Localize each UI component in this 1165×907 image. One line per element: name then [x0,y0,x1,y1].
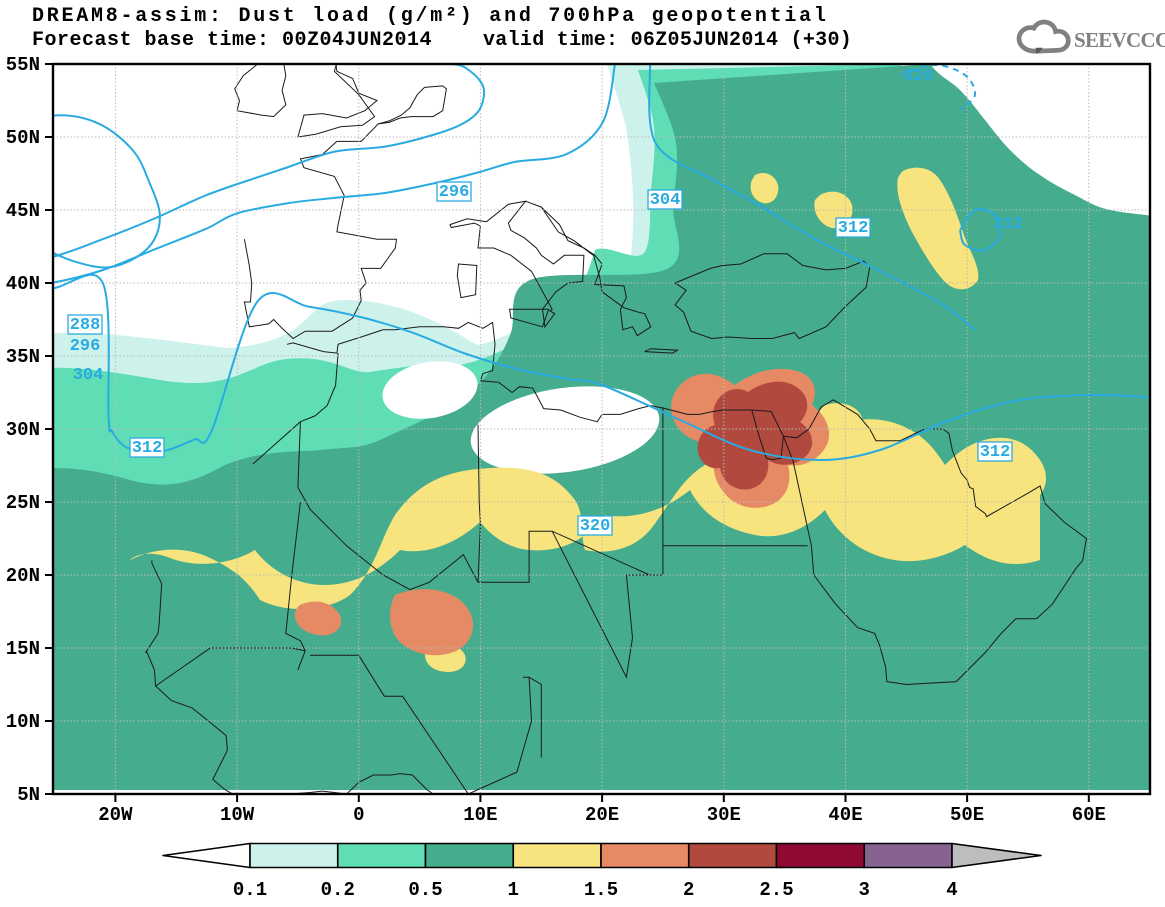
svg-text:296: 296 [70,337,101,356]
svg-text:304: 304 [650,191,681,210]
svg-text:50N: 50N [6,127,40,149]
svg-text:45N: 45N [6,200,40,222]
svg-text:0: 0 [353,804,364,826]
svg-text:30E: 30E [707,804,741,826]
svg-text:312: 312 [838,219,869,238]
svg-text:5N: 5N [17,784,40,806]
svg-text:30N: 30N [6,419,40,441]
svg-text:25N: 25N [6,492,40,514]
svg-text:50E: 50E [950,804,984,826]
svg-text:40N: 40N [6,273,40,295]
svg-text:15N: 15N [6,638,40,660]
svg-text:312: 312 [132,439,163,458]
svg-text:304: 304 [73,366,104,385]
svg-text:312: 312 [993,215,1024,234]
svg-text:10E: 10E [463,804,497,826]
svg-text:320: 320 [580,517,611,536]
svg-text:288: 288 [70,316,101,335]
svg-text:55N: 55N [6,54,40,76]
svg-text:20W: 20W [98,804,133,826]
svg-text:312: 312 [980,443,1011,462]
svg-text:20E: 20E [585,804,619,826]
svg-text:296: 296 [439,183,470,202]
svg-text:10N: 10N [6,711,40,733]
svg-text:320: 320 [903,67,934,86]
svg-text:60E: 60E [1072,804,1106,826]
svg-text:20N: 20N [6,565,40,587]
svg-text:35N: 35N [6,346,40,368]
svg-text:10W: 10W [220,804,255,826]
svg-text:40E: 40E [828,804,862,826]
